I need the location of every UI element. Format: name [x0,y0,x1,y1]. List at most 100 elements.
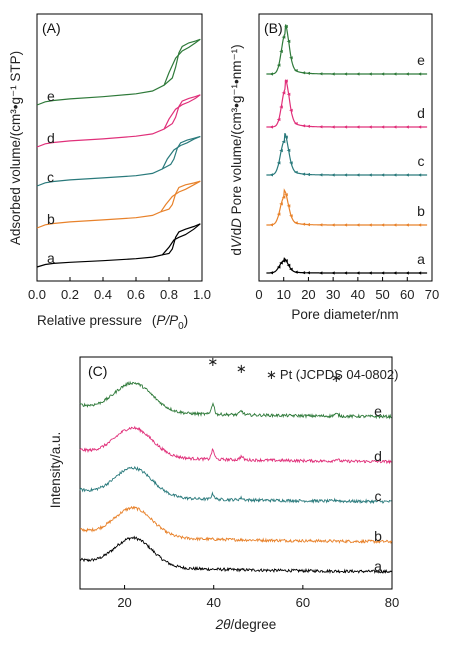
pore-marker-c [355,173,360,177]
panel-c-frame [79,356,393,590]
isotherm-label-c: c [47,169,54,185]
xrd-pattern-e [79,380,392,420]
pore-marker-c [343,173,348,177]
isotherm-adsorption-b [36,180,201,229]
xrd-label-e: e [374,403,382,419]
pore-marker-b [343,223,348,227]
panel-a-x-tick-label: 0.4 [94,287,112,302]
pore-marker-e [355,72,360,76]
pore-marker-d [343,125,348,129]
pore-marker-b [276,212,281,216]
pore-marker-a [368,271,372,275]
panel-c-y-axis-title: Intensity/a.u. [48,432,63,509]
pore-marker-d [289,108,293,112]
pore-marker-c [279,149,283,153]
pore-marker-d [380,125,385,129]
panel-b-y-axis-title-mid: /d [229,228,244,239]
pore-marker-d [281,91,286,95]
pore-marker-b [368,223,372,227]
panel-a-x-axis-title: Relative pressure (P/P0) [37,313,188,332]
xrd-label-c: c [375,488,382,504]
panel-a: (A) a b c d e 0.0 0.2 0.4 0.6 0.8 1.0 Relative pr… [8,13,211,332]
pore-marker-d [306,124,310,128]
pore-marker-e [405,72,409,76]
pore-marker-e [301,71,306,75]
pore-marker-c [294,170,298,174]
pore-marker-e [331,72,335,76]
pore-marker-a [343,271,348,275]
panel-b-x-ticks: 0 10 20 30 40 50 60 70 [255,277,439,302]
pore-marker-b [380,223,385,227]
panel-c-x-tick-label: 60 [296,595,310,610]
pore-marker-d [331,125,335,129]
pore-marker-e [318,72,323,76]
pore-marker-a [355,271,360,275]
pore-marker-c [269,173,273,177]
panel-c-x-axis-title-text: /degree [231,617,277,632]
pore-marker-c [306,172,310,177]
pore-marker-e [276,63,281,67]
pore-marker-d [286,92,291,96]
pore-marker-d [279,105,283,109]
panel-b-x-tick-label: 70 [425,287,439,302]
pore-marker-b [417,223,422,227]
xrd-pattern-a [79,535,392,574]
pore-marker-a [289,267,293,271]
pore-marker-c [417,173,422,177]
pore-marker-d [294,122,298,126]
pore-distribution-c [266,132,428,176]
panel-a-label: (A) [42,20,61,36]
pore-distribution-d [266,79,428,128]
panel-c-x-tick-label: 20 [117,595,131,610]
pore-marker-e [294,69,298,73]
pt-peak-marker: ∗ [207,354,218,369]
panel-b-y-axis-title-prefix: d [229,248,244,256]
panel-a-x-tick-label: 0.8 [160,287,178,302]
pore-marker-e [368,72,372,76]
pore-marker-a [306,271,310,275]
pore-marker-a [281,259,286,263]
pore-marker-e [392,72,397,76]
pore-marker-e [343,72,348,76]
pore-marker-d [301,124,306,128]
panel-c-x-ticks: 20 40 60 80 [117,585,399,610]
isotherm-desorption-d [163,94,201,130]
panel-b-x-tick-label: 30 [326,287,340,302]
pt-peak-marker: ∗ [236,361,247,376]
pore-marker-d [392,125,397,129]
pore-distribution-a [266,257,428,274]
panel-a-curves: a b c d e [36,38,201,268]
pore-marker-b [279,202,283,206]
panel-b-y-axis-title-d: D [229,218,244,228]
panel-a-frame [36,13,203,282]
panel-c-reference-text: Pt (JCPDS 04-0802) [280,367,399,382]
pore-marker-b [318,223,323,227]
panel-b-curves: a b c d e [266,24,428,275]
panel-c-x-axis-title: 2θ/degree [215,617,277,632]
isotherm-label-d: d [47,130,55,146]
isotherm-label-a: a [47,250,55,266]
pore-marker-c [318,173,323,177]
isotherm-desorption-a [162,223,201,256]
panel-b: (B) a b c d e 0 10 20 30 40 50 60 70 Pore diameter/… [229,13,439,322]
panel-b-y-axis-title: dV/dD Pore volume/(cm³•g⁻¹•nm⁻¹) [229,44,244,255]
pore-marker-c [405,173,409,177]
pore-label-c: c [418,153,425,169]
pore-marker-b [355,223,360,227]
pore-marker-e [281,35,286,39]
xrd-pattern-b [79,505,393,545]
panel-a-x-tick-label: 0.0 [28,287,46,302]
pore-marker-c [289,161,293,165]
pore-marker-b [281,195,286,199]
pore-marker-c [301,172,306,176]
pore-marker-b [286,204,291,208]
panel-b-y-axis-title-v: V [229,237,244,248]
pore-marker-b [331,223,335,227]
pore-marker-b [306,223,310,227]
pore-marker-a [405,271,409,275]
panel-a-x-tick-label: 1.0 [193,287,211,302]
pore-marker-c [380,173,385,177]
pore-marker-c [368,173,372,177]
pore-distribution-b [266,188,428,226]
xrd-label-b: b [374,528,382,544]
